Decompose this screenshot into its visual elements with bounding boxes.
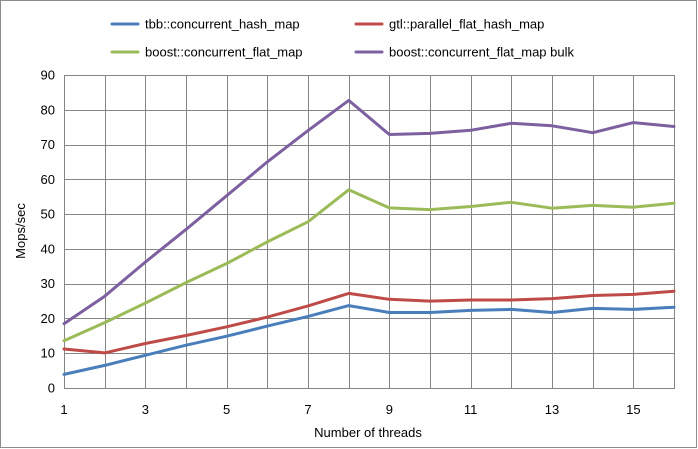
y-tick-label: 10 [41, 346, 55, 361]
series-lines [62, 98, 676, 376]
x-tick-label: 9 [386, 402, 393, 417]
x-axis-title: Number of threads [314, 425, 422, 440]
y-tick-label: 0 [48, 381, 55, 396]
x-tick-label: 7 [304, 402, 311, 417]
y-tick-label: 80 [41, 102, 55, 117]
y-tick-label: 60 [41, 172, 55, 187]
series-line-boost-concurrent-flat-map-bulk [62, 98, 676, 326]
legend-label: boost::concurrent_flat_map [145, 45, 303, 60]
x-tick-label: 3 [142, 402, 149, 417]
legend-label: tbb::concurrent_hash_map [145, 17, 300, 32]
legend: tbb::concurrent_hash_map gtl::parallel_fl… [110, 17, 574, 60]
x-tick-label: 1 [60, 402, 67, 417]
y-tick-label: 50 [41, 207, 55, 222]
y-tick-label: 40 [41, 241, 55, 256]
x-tick-label: 15 [626, 402, 640, 417]
legend-label: gtl::parallel_flat_hash_map [389, 17, 544, 32]
y-tick-label: 30 [41, 276, 55, 291]
y-axis-title: Mops/sec [13, 203, 28, 259]
plot-border [64, 75, 675, 389]
x-tick-label: 13 [545, 402, 559, 417]
legend-label: boost::concurrent_flat_map bulk [389, 45, 574, 60]
y-tick-label: 20 [41, 311, 55, 326]
series-line-boost-concurrent-flat-map [62, 188, 676, 343]
x-tick-labels: 1 3 5 7 9 11 13 15 [60, 402, 640, 417]
y-tick-label: 70 [41, 137, 55, 152]
series-line-tbb-concurrent-hash-map [62, 304, 676, 376]
x-tick-label: 11 [464, 402, 478, 417]
x-tick-label: 5 [223, 402, 230, 417]
series-line-gtl-parallel-flat-hash-map [62, 289, 676, 355]
y-tick-labels: 0 10 20 30 40 50 60 70 80 90 [41, 68, 55, 396]
y-tick-label: 90 [41, 68, 55, 83]
